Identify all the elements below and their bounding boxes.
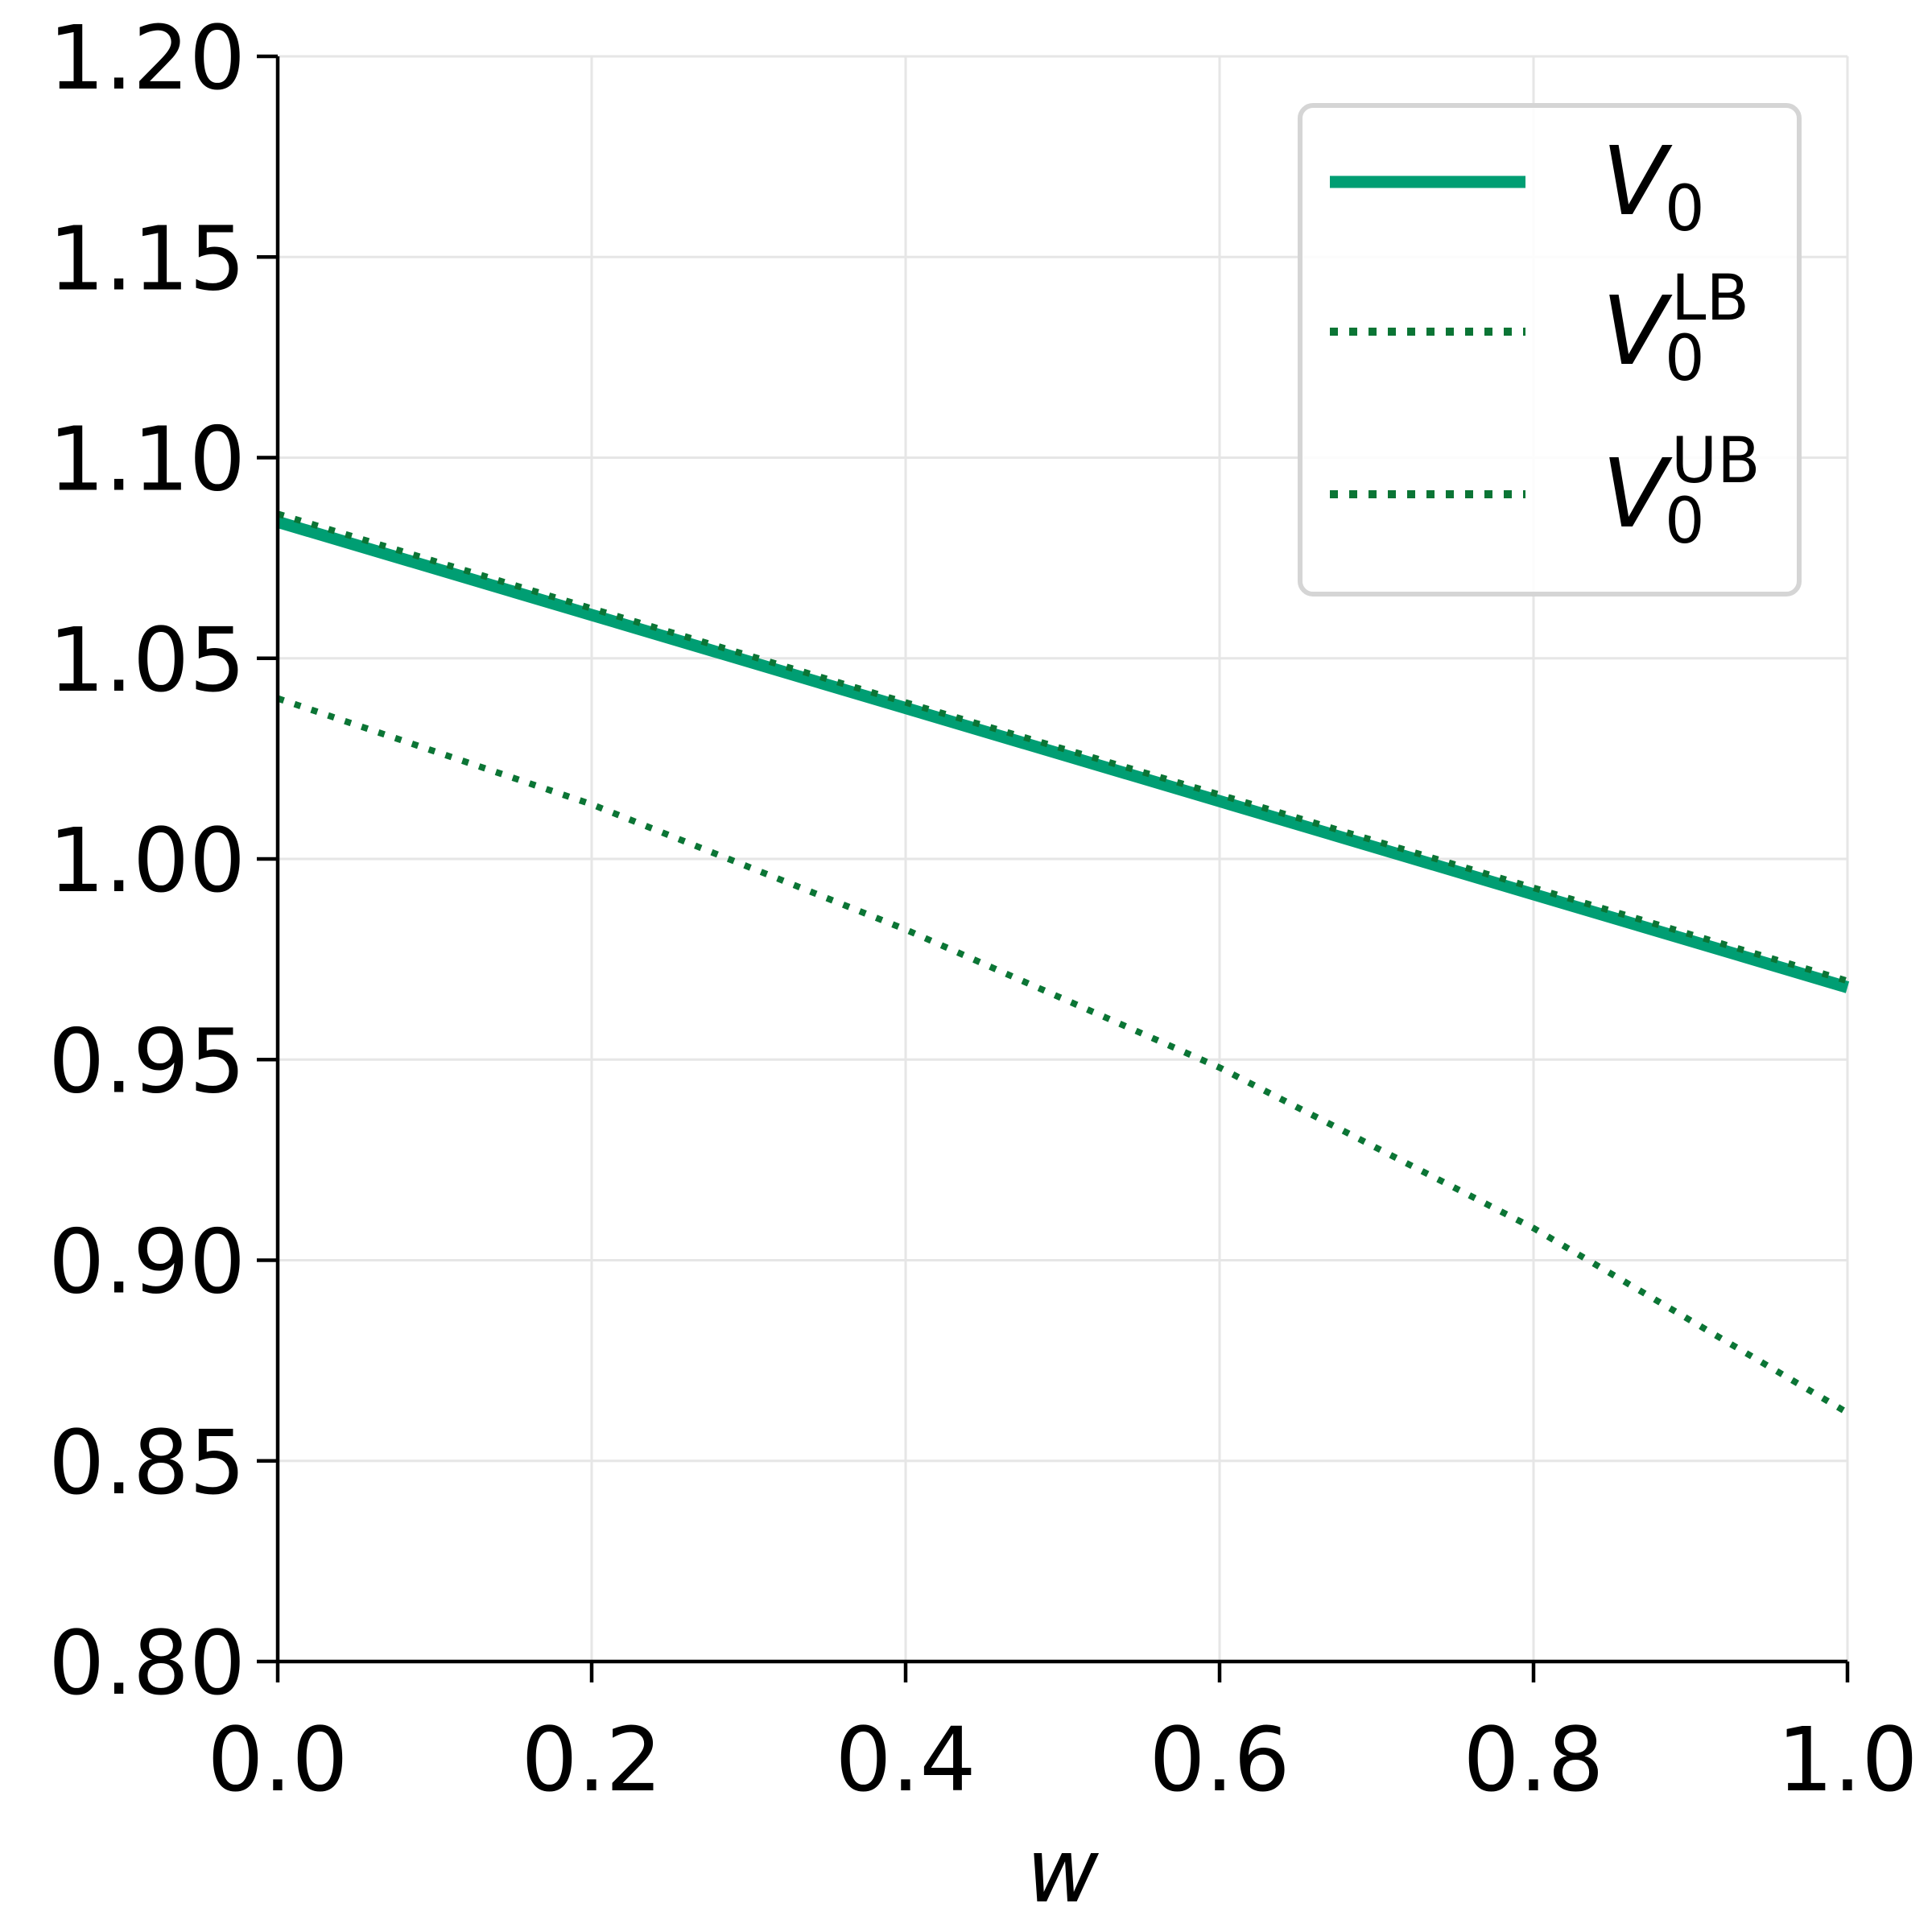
x-tick-label: 1.0 bbox=[1777, 1708, 1918, 1811]
y-tick-label: 0.80 bbox=[48, 1612, 246, 1715]
series-line-2 bbox=[276, 510, 1849, 985]
legend-superscript-1: LB bbox=[1671, 262, 1749, 335]
series-line-0 bbox=[275, 516, 1850, 993]
x-tick-label: 0.6 bbox=[1150, 1708, 1290, 1811]
series-line-1 bbox=[276, 695, 1850, 1416]
legend-label-1: V bbox=[1602, 275, 1673, 386]
legend-label-2: V bbox=[1602, 438, 1673, 549]
y-tick-label: 1.10 bbox=[48, 408, 246, 511]
y-tick-label: 1.15 bbox=[48, 207, 246, 310]
legend-box bbox=[1298, 103, 1802, 597]
y-tick-label: 1.00 bbox=[48, 809, 246, 912]
x-tick-label: 0.2 bbox=[522, 1708, 663, 1811]
y-tick-label: 0.85 bbox=[48, 1411, 246, 1514]
y-ticks: 0.80 0.85 0.90 0.95 1.00 1.05 1.10 1.15 1.20 bbox=[48, 6, 278, 1715]
legend-subscript-0: 0 bbox=[1665, 173, 1705, 246]
legend-subscript-2: 0 bbox=[1665, 485, 1705, 558]
legend-superscript-2: UB bbox=[1671, 425, 1761, 497]
x-tick-label: 0.4 bbox=[836, 1708, 976, 1811]
series-lines bbox=[275, 510, 1850, 1416]
legend-subscript-1: 0 bbox=[1665, 323, 1705, 395]
y-tick-label: 0.95 bbox=[48, 1009, 246, 1113]
y-tick-label: 1.05 bbox=[48, 609, 246, 712]
x-ticks: 0.0 0.2 0.4 0.6 0.8 1.0 bbox=[208, 1662, 1918, 1811]
x-axis-label: w bbox=[1026, 1819, 1100, 1922]
y-tick-label: 0.90 bbox=[48, 1211, 246, 1314]
legend-label-0: V bbox=[1602, 126, 1673, 237]
y-tick-label: 1.20 bbox=[48, 6, 246, 109]
x-tick-label: 0.8 bbox=[1463, 1708, 1604, 1811]
x-tick-label: 0.0 bbox=[208, 1708, 349, 1811]
